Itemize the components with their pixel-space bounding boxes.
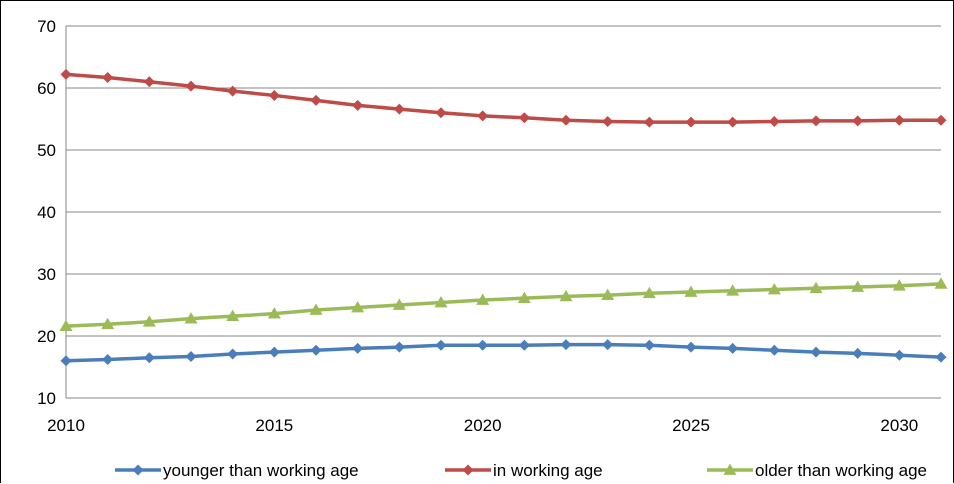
x-tick-label: 2020	[464, 416, 502, 435]
data-point	[934, 277, 948, 289]
series-group	[59, 68, 948, 367]
legend: younger than working age in working age ol…	[115, 461, 927, 480]
data-point	[852, 115, 864, 127]
series-2	[59, 277, 948, 331]
data-point	[227, 348, 239, 360]
data-point	[185, 80, 197, 92]
data-point	[685, 116, 697, 128]
data-point	[560, 339, 572, 351]
x-tick-label: 2025	[672, 416, 710, 435]
series-line	[65, 282, 942, 328]
data-point	[102, 354, 114, 366]
legend-entry: in working age	[445, 461, 603, 480]
data-point	[185, 350, 197, 362]
data-point	[60, 68, 72, 80]
data-point	[642, 286, 656, 299]
data-point	[893, 114, 905, 126]
legend-swatch-marker	[132, 464, 144, 476]
data-point	[393, 103, 405, 115]
x-tick-label: 2030	[880, 416, 918, 435]
data-point	[352, 99, 364, 111]
data-point	[435, 339, 447, 351]
data-point	[268, 89, 280, 101]
data-point	[435, 107, 447, 119]
data-point	[310, 344, 322, 356]
x-tick-label: 2015	[255, 416, 293, 435]
data-point	[726, 284, 740, 296]
y-tick-label: 10	[37, 389, 56, 408]
data-point	[143, 352, 155, 364]
data-point	[477, 110, 489, 122]
series-0	[60, 339, 947, 367]
data-point	[143, 76, 155, 88]
y-axis-tick-labels: 10 20 30 40 50 60 70	[37, 17, 56, 408]
y-tick-label: 30	[37, 265, 56, 284]
data-point	[226, 309, 240, 322]
data-point	[810, 115, 822, 127]
data-point	[518, 112, 530, 124]
data-point	[601, 288, 615, 300]
data-point	[892, 279, 906, 291]
y-tick-label: 40	[37, 203, 56, 222]
data-point	[102, 71, 114, 83]
y-tick-label: 60	[37, 79, 56, 98]
data-point	[643, 116, 655, 128]
data-point	[101, 317, 115, 330]
legend-label: younger than working age	[163, 461, 359, 480]
series-1	[60, 68, 947, 128]
data-point	[393, 341, 405, 353]
data-point	[602, 339, 614, 351]
data-point	[852, 347, 864, 359]
series-line	[65, 342, 942, 363]
data-point	[227, 85, 239, 97]
data-point	[351, 300, 365, 313]
data-point	[60, 355, 72, 367]
data-point	[727, 342, 739, 354]
data-point	[767, 283, 781, 295]
data-point	[851, 280, 865, 292]
data-point	[935, 114, 947, 126]
data-point	[309, 303, 323, 315]
data-point	[518, 339, 530, 351]
data-point	[768, 344, 780, 356]
data-point	[392, 298, 406, 310]
data-point	[810, 346, 822, 358]
data-point	[310, 94, 322, 106]
data-point	[893, 349, 905, 361]
data-point	[352, 342, 364, 354]
axes	[65, 26, 941, 399]
x-tick-label: 2010	[47, 416, 85, 435]
data-point	[267, 307, 281, 319]
legend-label: older than working age	[755, 461, 927, 480]
data-point	[602, 115, 614, 127]
data-point	[477, 339, 489, 351]
series-line	[65, 72, 941, 124]
legend-swatch-marker	[462, 464, 474, 476]
data-point	[559, 289, 573, 302]
x-axis-tick-labels: 2010 2015 2020 2025 2030	[47, 416, 918, 435]
data-point	[727, 116, 739, 128]
data-point	[684, 285, 698, 297]
y-tick-label: 50	[37, 141, 56, 160]
data-point	[184, 312, 198, 324]
y-tick-label: 70	[37, 17, 56, 36]
legend-swatch-marker	[723, 463, 737, 475]
data-point	[935, 351, 947, 363]
data-point	[685, 341, 697, 353]
data-point	[59, 319, 73, 331]
data-point	[434, 296, 448, 308]
data-point	[560, 114, 572, 126]
legend-entry: older than working age	[707, 461, 927, 480]
data-point	[768, 115, 780, 127]
data-point	[517, 291, 531, 304]
data-point	[476, 293, 490, 305]
data-point	[809, 281, 823, 294]
data-point	[142, 315, 156, 327]
data-point	[643, 339, 655, 351]
y-tick-label: 20	[37, 327, 56, 346]
data-point	[268, 346, 280, 358]
legend-entry: younger than working age	[115, 461, 359, 480]
legend-label: in working age	[493, 461, 603, 480]
